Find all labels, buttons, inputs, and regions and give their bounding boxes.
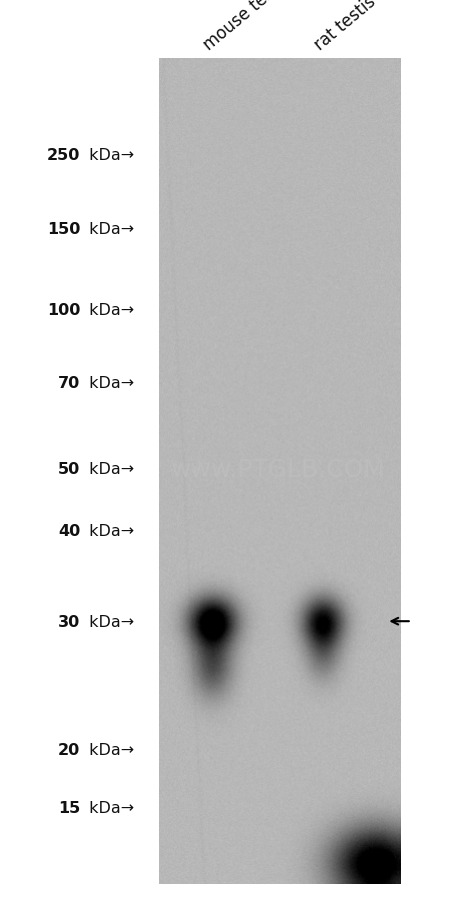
Text: 150: 150 [47,222,80,237]
Text: kDa→: kDa→ [84,523,134,538]
Text: www.PTGLB.COM: www.PTGLB.COM [170,457,385,481]
Text: kDa→: kDa→ [84,303,134,318]
Text: kDa→: kDa→ [84,375,134,391]
Text: kDa→: kDa→ [84,461,134,476]
Text: kDa→: kDa→ [84,222,134,237]
Text: mouse testis: mouse testis [200,0,293,54]
Text: kDa→: kDa→ [84,800,134,815]
Text: kDa→: kDa→ [84,148,134,162]
Text: kDa→: kDa→ [84,742,134,757]
Text: 70: 70 [58,375,80,391]
Text: 20: 20 [58,742,80,757]
Text: 50: 50 [58,461,80,476]
Text: 100: 100 [47,303,80,318]
Text: 250: 250 [47,148,80,162]
Text: kDa→: kDa→ [84,614,134,629]
Text: rat testis: rat testis [311,0,379,54]
Text: 40: 40 [58,523,80,538]
Text: 30: 30 [58,614,80,629]
Text: 15: 15 [58,800,80,815]
